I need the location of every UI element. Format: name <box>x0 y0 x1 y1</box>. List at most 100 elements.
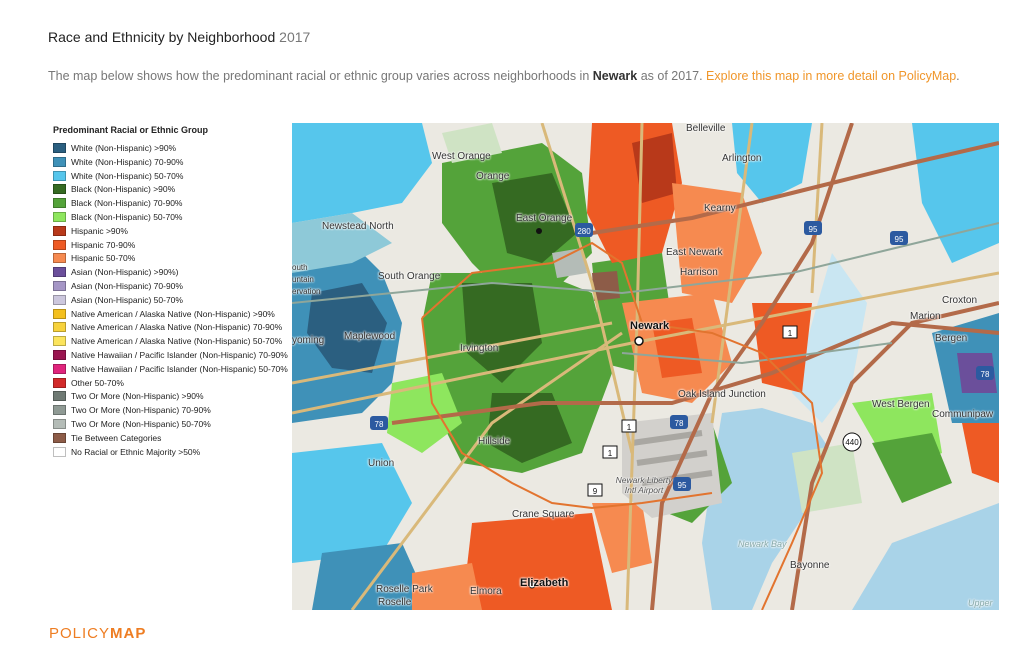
water-upper-bay <box>852 503 999 610</box>
shield-rt440: 440 <box>842 432 862 452</box>
shield-us9-label: 9 <box>593 487 598 496</box>
label-east-newark: East Newark <box>666 247 723 258</box>
newark-boundary <box>421 241 824 610</box>
label-communipaw: Communipaw <box>932 409 994 420</box>
legend-item: Native American / Alaska Native (Non-His… <box>53 322 288 333</box>
legend-label: Hispanic 70-90% <box>71 239 136 250</box>
label-harrison: Harrison <box>680 267 718 278</box>
park-liberty <box>792 443 862 513</box>
legend-swatch <box>53 184 66 195</box>
legend-item: Native American / Alaska Native (Non-His… <box>53 308 288 320</box>
shield-us9-bg <box>587 483 603 497</box>
label-reservation: ervation <box>292 287 321 296</box>
label-upper-bay: Upper <box>968 598 993 608</box>
label-south: outh <box>292 263 308 272</box>
legend-swatch <box>53 239 66 250</box>
legend-item: Two Or More (Non-Hispanic) >90% <box>53 391 288 402</box>
label-elizabeth: Elizabeth <box>520 577 569 589</box>
legend-swatch <box>53 349 66 360</box>
label-newark-bay: Newark Bay <box>738 539 787 549</box>
legend-item: Asian (Non-Hispanic) >90%) <box>53 267 288 278</box>
legend-label: Native American / Alaska Native (Non-His… <box>71 322 283 333</box>
legend-item: Hispanic >90% <box>53 225 288 237</box>
legend-swatch <box>53 391 66 402</box>
legend-label: White (Non-Hispanic) >90% <box>71 143 177 153</box>
label-croxton: Croxton <box>942 295 978 306</box>
elizabeth-marker <box>528 581 536 589</box>
shield-i78c-bg <box>976 366 994 380</box>
water-hackensack <box>792 253 867 423</box>
label-bayonne: Bayonne <box>790 560 830 571</box>
east-orange-marker <box>536 228 542 234</box>
highways <box>391 123 999 610</box>
legend-item: Tie Between Categories <box>53 432 288 444</box>
legend-label: Two Or More (Non-Hispanic) 70-90% <box>71 405 211 416</box>
legend-label: Native Hawaiian / Pacific Islander (Non-… <box>71 349 288 360</box>
legend-swatch <box>53 294 66 305</box>
desc-text-pre: The map below shows how the predominant … <box>48 69 593 83</box>
shield-i78c-label: 78 <box>981 370 990 379</box>
area-white-roselle-park <box>312 543 432 610</box>
area-black-core-north <box>492 173 577 263</box>
legend-label: White (Non-Hispanic) 50-70% <box>71 170 184 181</box>
label-kearny: Kearny <box>704 203 736 214</box>
shield-i95c-bg <box>673 477 691 491</box>
label-roselle-park: Roselle Park <box>376 584 433 595</box>
policymap-link[interactable]: Explore this map in more detail on Polic… <box>706 69 957 83</box>
area-hispanic-elizabeth <box>462 513 612 610</box>
logo-policy: POLICY <box>49 625 111 642</box>
shield-us1c-bg <box>602 445 618 459</box>
area-black-light-west <box>387 373 462 453</box>
legend-swatch <box>53 405 66 416</box>
label-west-bergen: West Bergen <box>872 399 930 410</box>
shield-i95a-label: 95 <box>809 225 818 234</box>
legend-item: White (Non-Hispanic) 50-70% <box>53 170 288 182</box>
legend-item: Native Hawaiian / Pacific Islander (Non-… <box>53 349 288 361</box>
legend-label: Other 50-70% <box>71 377 124 388</box>
legend-label: Tie Between Categories <box>71 432 162 443</box>
area-white-northwest <box>292 123 432 223</box>
description: The map below shows how the predominant … <box>48 67 1023 85</box>
shield-i78a-label: 78 <box>375 420 384 429</box>
rail-lines <box>292 222 999 365</box>
legend-swatch <box>53 170 66 181</box>
shield-i78b-label: 78 <box>675 419 684 428</box>
shield-440-label: 440 <box>845 438 859 447</box>
area-two-or-more <box>552 248 587 278</box>
label-newark-airport: Newark Liberty Intl Airport <box>615 475 673 495</box>
area-black-core-center <box>462 283 542 383</box>
shield-i78-a: 78 <box>370 416 388 430</box>
shield-us1a-label: 1 <box>788 329 793 338</box>
shield-440-bg <box>842 432 862 452</box>
legend-label: Asian (Non-Hispanic) 50-70% <box>71 294 183 305</box>
shield-us9: 9 <box>587 483 603 497</box>
map-legend: Predominant Racial or Ethnic Group White… <box>53 124 288 460</box>
legend-swatch <box>53 377 66 388</box>
legend-label: Two Or More (Non-Hispanic) 50-70% <box>71 418 211 429</box>
map-canvas: 280 95 95 1 1 1 78 78 78 9 95 440 <box>292 123 999 610</box>
shield-i95b-bg <box>890 231 908 245</box>
label-newark: Newark <box>630 320 670 332</box>
legend-item: Hispanic 70-90% <box>53 239 288 251</box>
legend-item: Black (Non-Hispanic) 50-70% <box>53 211 288 223</box>
newark-marker <box>634 336 644 346</box>
shield-us1b-bg <box>621 419 637 433</box>
shield-i78-c: 78 <box>976 366 994 380</box>
label-south-orange: South Orange <box>378 271 441 282</box>
legend-item: Two Or More (Non-Hispanic) 50-70% <box>53 418 288 430</box>
legend-swatch <box>53 363 66 374</box>
label-irvington: Irvington <box>460 343 499 354</box>
label-union: Union <box>368 458 395 469</box>
title-year: 2017 <box>279 29 311 45</box>
legend-item: Other 50-70% <box>53 377 288 389</box>
shield-i95b-label: 95 <box>895 235 904 244</box>
map-view[interactable]: 280 95 95 1 1 1 78 78 78 9 95 440 Bellev… <box>292 123 999 610</box>
desc-text-post: as of 2017. <box>637 69 707 83</box>
legend-label: Black (Non-Hispanic) >90% <box>71 184 176 195</box>
area-hispanic-crane-square <box>592 503 652 573</box>
legend-item: Black (Non-Hispanic) >90% <box>53 184 288 195</box>
legend-label: Hispanic >90% <box>71 225 128 236</box>
page-title: Race and Ethnicity by Neighborhood 2017 <box>48 29 310 45</box>
label-crane-square: Crane Square <box>512 509 575 520</box>
policymap-logo: POLICYMAP <box>49 625 146 642</box>
